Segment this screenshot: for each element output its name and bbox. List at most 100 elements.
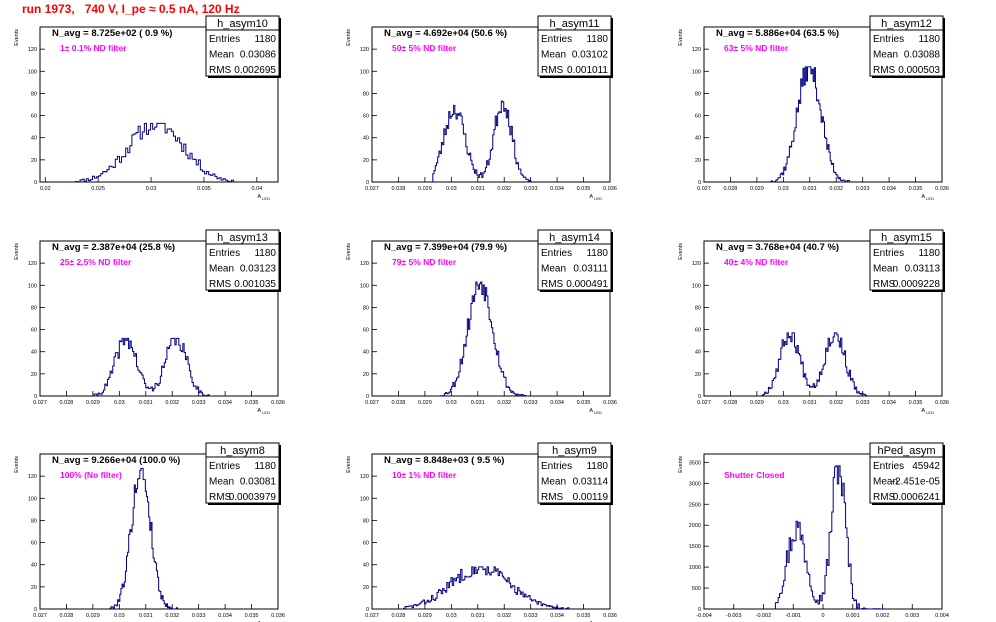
stats-box: h_asym14 Entries 1180 Mean 0.03111 RMS 0.00049… [537, 229, 613, 292]
y-tick-label: 80 [363, 518, 369, 524]
histogram-panel-hPed_asym: -0.004 -0.003 -0.002 -0.001 0 0.001 0.002 0.003… [678, 442, 949, 619]
y-tick-label: 60 [695, 114, 701, 120]
stats-value: 1180 [254, 34, 276, 45]
x-tick-label: 0.034 [882, 186, 896, 192]
x-tick-label: 0.034 [218, 613, 232, 619]
plot-frame [703, 26, 943, 183]
y-tick-label: 0 [34, 394, 37, 400]
x-tick-label: 0.03 [778, 400, 789, 406]
y-tick-label: 1500 [689, 544, 701, 550]
x-tick-label: 0.035 [245, 400, 259, 406]
x-tick-label: 0.027 [365, 186, 379, 192]
x-axis-label: A LED [589, 194, 602, 201]
y-tick-label: 0 [366, 394, 369, 400]
stats-box-title: hPed_asym [877, 445, 935, 457]
stats-box-frame [537, 15, 612, 77]
x-tick-label: 0.03 [114, 613, 125, 619]
stats-box-title: h_asym13 [217, 232, 268, 244]
y-tick-label: 0 [698, 394, 701, 400]
histogram-panel-h_asym9: 0.027 0.028 0.029 0.03 0.031 0.032 0.033 0.034 0… [346, 442, 617, 622]
stats-box: h_asym13 Entries 1180 Mean 0.03123 RMS 0.00103… [205, 229, 281, 292]
stats-box: h_asym11 Entries 1180 Mean 0.03102 RMS 0.00101… [537, 15, 613, 78]
x-tick-label: 0.031 [471, 613, 485, 619]
y-tick-label: 80 [31, 91, 37, 97]
y-axis-label: Events [14, 29, 20, 46]
histogram-title: N_avg = 9.266e+04 (100.0 %) [52, 455, 180, 466]
histogram-line [770, 66, 850, 183]
stats-label: Mean [209, 477, 234, 488]
histogram-panel-h_asym14: 0.027 0.028 0.029 0.03 0.031 0.032 0.033 0.034 0… [346, 229, 617, 415]
stats-label: Entries [209, 34, 240, 45]
x-tick-label: 0.031 [803, 400, 817, 406]
y-axis-label: Events [678, 29, 684, 46]
x-tick-label: -0.001 [785, 613, 801, 619]
stats-value: 0.03088 [904, 50, 941, 61]
y-tick-label: 0 [34, 180, 37, 186]
stats-value: 1180 [918, 248, 940, 259]
histogram-line [108, 467, 179, 610]
stats-value: 0.03081 [240, 477, 277, 488]
x-tick-label: 0.002 [876, 613, 890, 619]
x-tick-label: 0.033 [524, 186, 538, 192]
filter-annotation: 1± 0.1% ND filter [60, 43, 127, 53]
x-axis-label: A LED [589, 408, 602, 415]
y-tick-label: 0 [698, 607, 701, 613]
filter-annotation: Shutter Closed [724, 470, 784, 480]
histogram-line [761, 332, 868, 397]
stats-value: 1180 [254, 461, 276, 472]
stats-box-title: h_asym9 [552, 445, 597, 457]
x-axis-label-main: A [921, 408, 925, 414]
stats-label: Entries [541, 34, 572, 45]
y-tick-label: 20 [363, 585, 369, 591]
stats-label: Mean [873, 50, 898, 61]
histogram-line [774, 465, 886, 610]
x-tick-label: 0.034 [550, 186, 564, 192]
y-tick-label: 100 [28, 283, 37, 289]
y-tick-label: 2500 [689, 502, 701, 508]
x-tick-label: 0.003 [905, 613, 919, 619]
stats-value: 0.03114 [573, 477, 609, 488]
stats-label: RMS [873, 65, 896, 76]
y-tick-label: 40 [363, 136, 369, 142]
x-tick-label: 0.032 [165, 400, 179, 406]
x-tick-label: 0.035 [245, 613, 259, 619]
y-axis-label: Events [346, 456, 352, 473]
stats-value: 1180 [586, 34, 608, 45]
x-tick-label: 0.035 [577, 613, 591, 619]
histogram-panel-h_asym12: 0.027 0.028 0.029 0.03 0.031 0.032 0.033 0.034 0… [678, 15, 949, 201]
y-tick-label: 60 [31, 541, 37, 547]
stats-value: 0.03086 [240, 50, 277, 61]
stats-value: 0.002695 [234, 65, 276, 76]
x-tick-label: 0.028 [392, 400, 406, 406]
y-tick-label: 0 [366, 607, 369, 613]
x-axis-label-sub: LED [925, 410, 934, 415]
x-tick-label: 0.027 [365, 400, 379, 406]
stats-box-title: h_asym11 [550, 18, 600, 30]
y-tick-label: 20 [363, 158, 369, 164]
plot-frame [39, 26, 279, 183]
histogram-panel-h_asym15: 0.027 0.028 0.029 0.03 0.031 0.032 0.033 0.034 0… [678, 229, 949, 415]
x-tick-label: 0.032 [165, 613, 179, 619]
x-tick-label: 0.02 [40, 186, 51, 192]
stats-box: h_asym15 Entries 1180 Mean 0.03113 RMS0.00092… [869, 229, 945, 292]
filter-annotation: 50± 5% ND filter [392, 43, 457, 53]
stats-label: RMS [873, 492, 896, 503]
x-tick-label: 0.028 [60, 400, 74, 406]
x-tick-label: 0.03 [446, 613, 457, 619]
histogram-title: N_avg = 3.768e+04 (40.7 %) [716, 242, 839, 253]
x-tick-label: 0.03 [146, 186, 157, 192]
y-tick-label: 80 [363, 305, 369, 311]
stats-value: 0.03102 [572, 50, 609, 61]
x-tick-label: 0.033 [524, 613, 538, 619]
stats-label: Entries [541, 461, 572, 472]
y-tick-label: 120 [360, 261, 369, 267]
y-tick-label: 40 [31, 350, 37, 356]
y-tick-label: 120 [692, 261, 701, 267]
filter-annotation: 40± 4% ND filter [724, 257, 789, 267]
y-tick-label: 120 [28, 261, 37, 267]
x-tick-label: 0.032 [829, 186, 843, 192]
stats-label: Entries [209, 461, 240, 472]
y-tick-label: 80 [363, 91, 369, 97]
stats-value: -2.451e-05 [892, 477, 941, 488]
y-tick-label: 1000 [689, 565, 701, 571]
